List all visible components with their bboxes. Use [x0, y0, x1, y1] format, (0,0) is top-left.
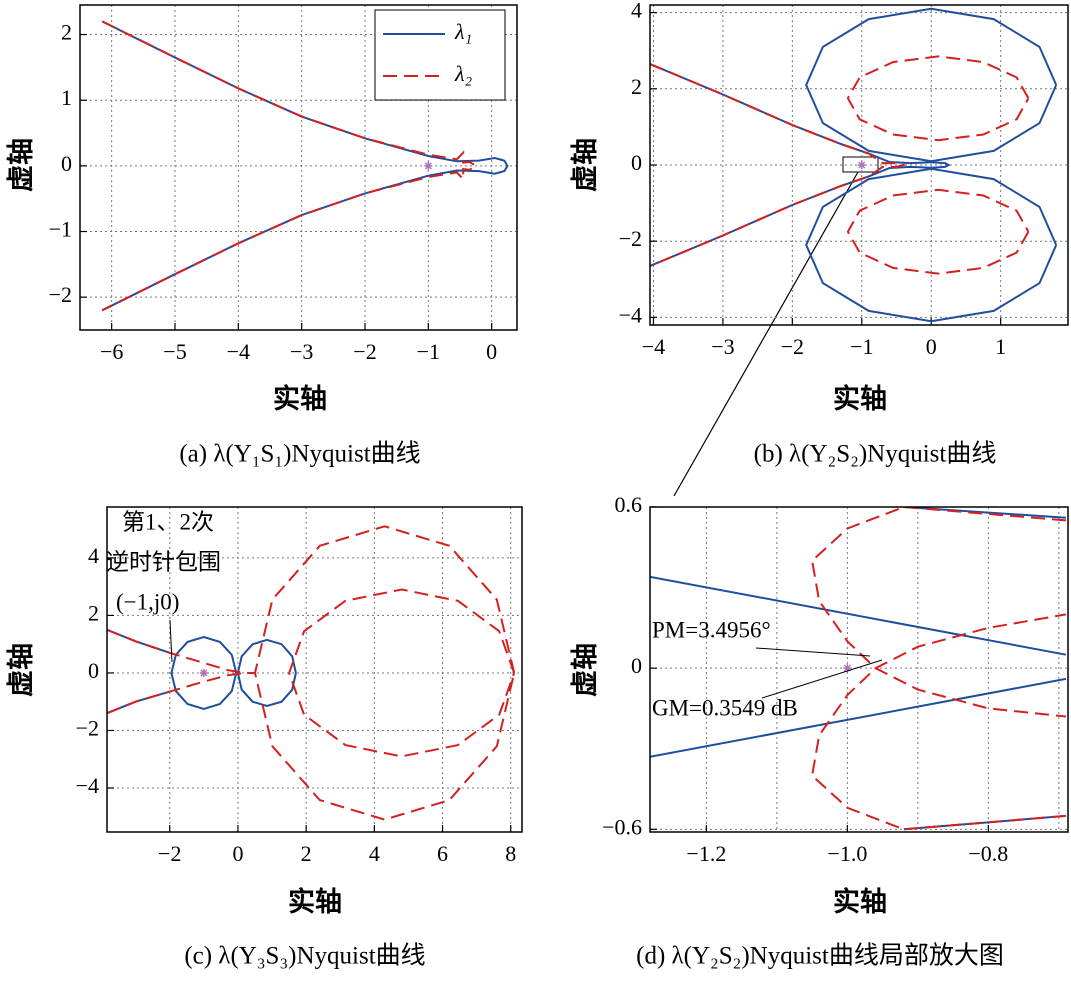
y-tick-label: 4: [631, 0, 642, 23]
caption: (b) λ(Y₂S₂)Nyquist曲线: [754, 440, 997, 468]
zoom-connector: [673, 171, 859, 497]
critical-point: [424, 161, 433, 170]
zoom-box: [842, 156, 879, 173]
series-line: [811, 507, 1067, 831]
series-group: [101, 20, 509, 312]
y-tick-label: 0: [88, 658, 99, 683]
y-tick-label: −0.6: [602, 814, 642, 839]
x-tick-label: −1: [850, 334, 873, 359]
y-tick-label: −4: [619, 302, 642, 327]
series-line: [107, 525, 516, 821]
x-tick-label: −0.8: [968, 841, 1008, 866]
legend-label: λ₁: [454, 19, 472, 44]
y-tick-label: −2: [619, 226, 642, 251]
x-tick-label: 2: [301, 841, 312, 866]
x-tick-label: −1.0: [827, 841, 867, 866]
axes-frame: [79, 4, 518, 331]
x-tick-label: −3: [711, 334, 734, 359]
y-tick-label: 0: [631, 150, 642, 175]
annotation: 第1、2次: [122, 509, 214, 534]
series-line: [650, 507, 1067, 831]
series-group: [650, 507, 1067, 831]
annotation-pointer: [761, 659, 883, 699]
y-tick-label: −1: [49, 217, 72, 242]
legend-label: λ₂: [454, 61, 473, 86]
y-tick-label: 0.6: [615, 492, 643, 517]
axes-frame: [649, 4, 1069, 326]
axes-frame: [649, 506, 1069, 833]
y-axis-label: 虚轴: [6, 138, 36, 192]
y-axis-label: 虚轴: [6, 643, 36, 697]
x-tick-label: 4: [369, 841, 380, 866]
y-axis-label: 虚轴: [570, 138, 600, 192]
x-tick-label: 0: [926, 334, 937, 359]
x-tick-label: 0: [232, 841, 243, 866]
series-line: [650, 55, 1030, 275]
annotation-pointer: [755, 647, 871, 657]
x-tick-label: −2: [353, 339, 376, 364]
x-tick-label: −1.2: [686, 841, 726, 866]
y-tick-label: 2: [88, 600, 99, 625]
annotation-pointer: [169, 619, 173, 663]
x-axis-label: 实轴: [288, 886, 342, 917]
critical-point: [199, 668, 208, 677]
x-tick-label: 1: [995, 334, 1006, 359]
x-tick-label: −2: [781, 334, 804, 359]
x-tick-label: −3: [290, 339, 313, 364]
x-tick-label: −1: [417, 339, 440, 364]
y-tick-label: 4: [88, 543, 99, 568]
x-axis-label: 实轴: [273, 383, 327, 414]
caption: (c) λ(Y₃S₃)Nyquist曲线: [184, 942, 425, 970]
legend-box: [374, 9, 506, 101]
y-tick-label: 1: [61, 85, 72, 110]
y-axis-label: 虚轴: [570, 643, 600, 697]
series-group: [107, 525, 516, 821]
plot-area: [107, 507, 522, 832]
x-tick-label: −6: [100, 339, 123, 364]
y-tick-label: 0: [61, 151, 72, 176]
y-tick-label: 2: [631, 74, 642, 99]
series-group: [650, 7, 1058, 323]
plot-area: [650, 507, 1068, 832]
y-tick-label: −2: [76, 716, 99, 741]
axes-frame: [106, 506, 523, 833]
critical-point: [857, 161, 866, 169]
critical-point: [843, 664, 852, 673]
caption: (a) λ(Y₁S₁)Nyquist曲线: [179, 440, 420, 468]
x-tick-label: 6: [437, 841, 448, 866]
plot-area: [80, 5, 517, 330]
annotation: GM=0.3549 dB: [652, 695, 798, 720]
y-tick-label: −4: [76, 773, 99, 798]
x-tick-label: −2: [158, 841, 181, 866]
x-tick-label: 8: [505, 841, 516, 866]
annotation: (−1,j0): [116, 589, 179, 614]
annotation: PM=3.4956°: [652, 617, 771, 642]
x-tick-label: −4: [227, 339, 250, 364]
series-line: [101, 20, 478, 312]
x-tick-label: 0: [486, 339, 497, 364]
y-tick-label: −2: [49, 282, 72, 307]
x-axis-label: 实轴: [833, 383, 887, 414]
x-axis-label: 实轴: [833, 886, 887, 917]
y-tick-label: 0: [631, 653, 642, 678]
y-tick-label: 2: [61, 20, 72, 45]
x-tick-label: −5: [163, 339, 186, 364]
annotation: 逆时针包围: [106, 549, 221, 574]
x-tick-label: −4: [642, 334, 665, 359]
caption: (d) λ(Y₂S₂)Nyquist曲线局部放大图: [636, 942, 1004, 970]
